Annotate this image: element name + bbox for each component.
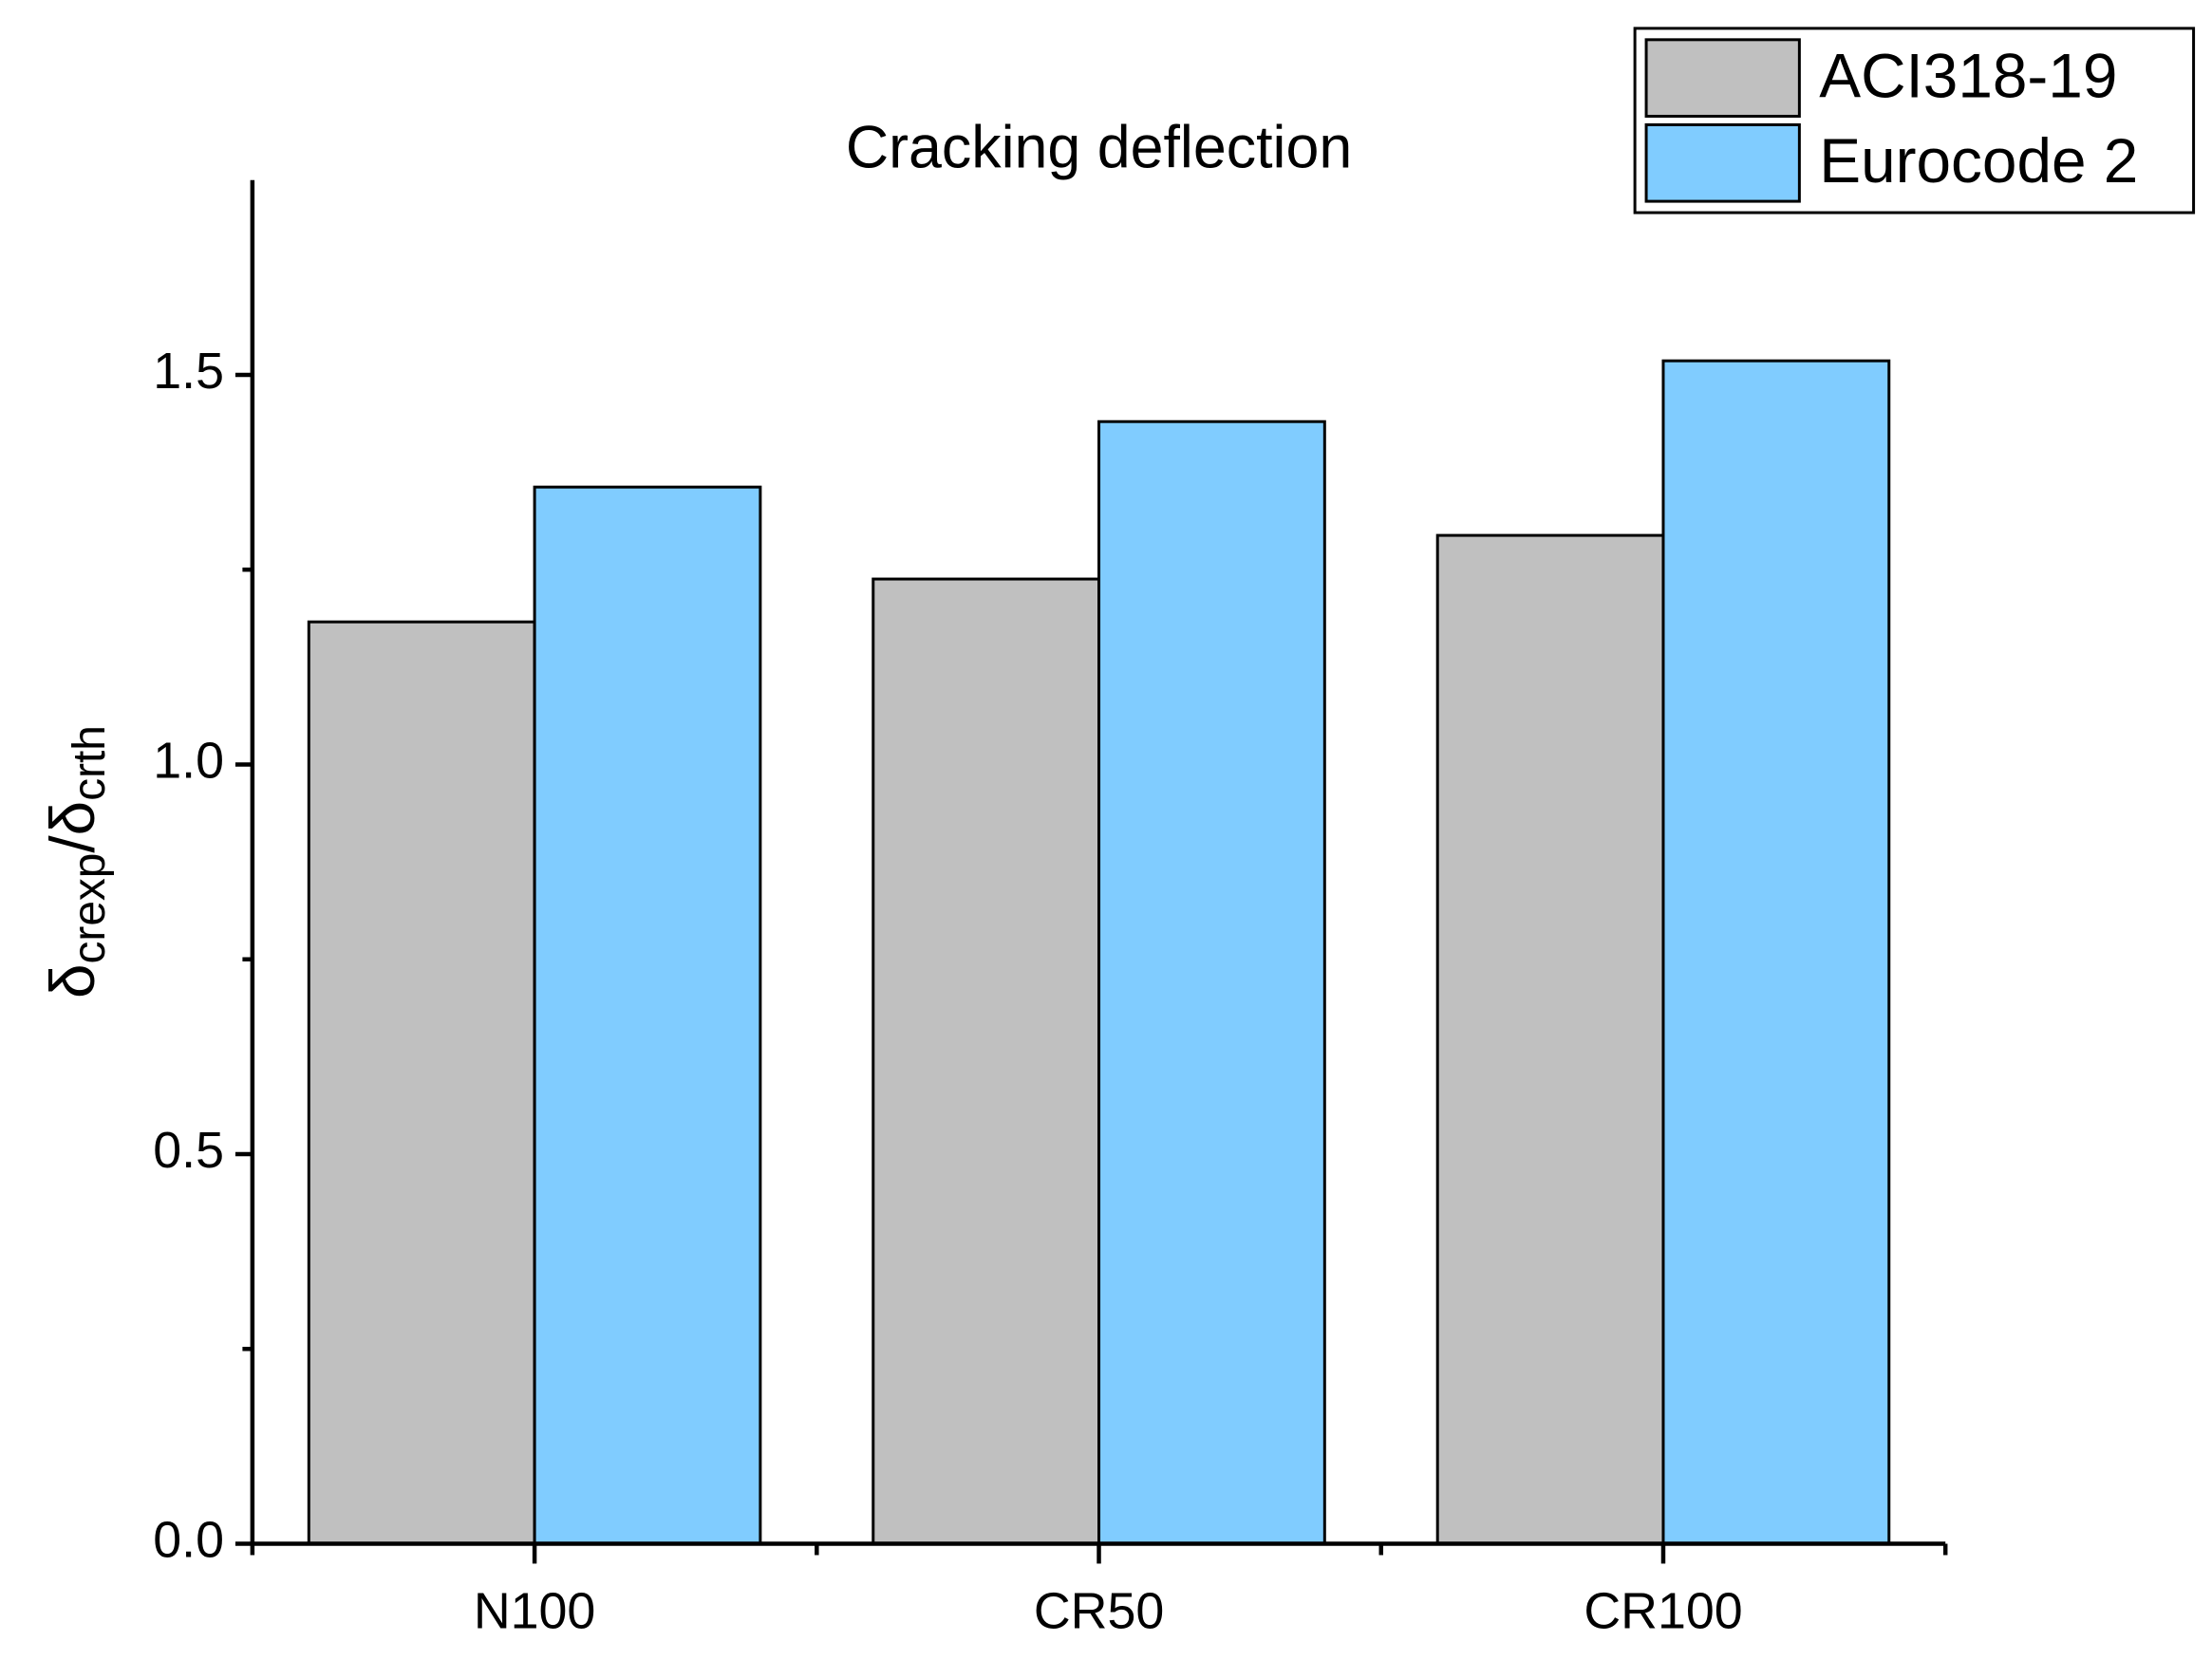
y-label-sub: crth	[65, 725, 115, 801]
y-tick-label: 0.0	[153, 1512, 224, 1569]
y-label-sub: crexp	[65, 853, 115, 964]
bar	[1435, 533, 1665, 1546]
legend-swatch	[1644, 38, 1801, 118]
y-label-part: /δ	[39, 801, 108, 853]
bar	[533, 485, 762, 1546]
legend-label: Eurocode 2	[1819, 126, 2138, 196]
bar	[1097, 420, 1326, 1546]
x-tick-label: CR100	[1584, 1582, 1742, 1639]
y-tick-label: 1.5	[153, 343, 224, 400]
y-axis-label: δcrexp/δcrth	[39, 725, 115, 998]
chart-title: Cracking deflection	[846, 114, 1352, 180]
y-tick-label: 0.5	[153, 1122, 224, 1179]
x-tick-label: N100	[474, 1582, 596, 1639]
bar	[307, 620, 536, 1546]
legend-label: ACI318-19	[1819, 41, 2117, 110]
y-tick-label: 1.0	[153, 733, 224, 790]
x-tick-label: CR50	[1034, 1582, 1164, 1639]
y-label-part: δ	[39, 963, 108, 998]
bar	[872, 577, 1101, 1546]
bar	[1661, 359, 1891, 1546]
legend-swatch	[1644, 122, 1801, 203]
